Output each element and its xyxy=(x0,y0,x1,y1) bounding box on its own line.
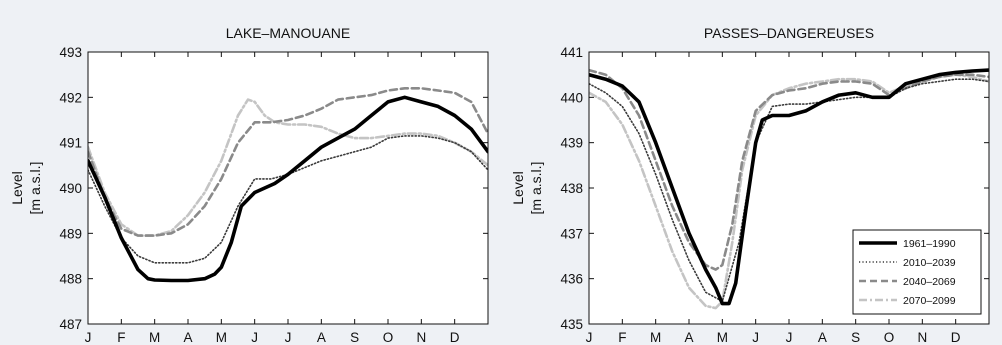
x-tick-label: N xyxy=(416,330,426,345)
legend: 1961–1990 2010–2039 2040–2069 2070–2099 xyxy=(852,229,982,315)
legend-entry: 2040–2069 xyxy=(903,276,956,288)
x-tick-label: O xyxy=(383,330,394,345)
y-tick-label: 493 xyxy=(59,45,82,60)
x-tick-label: J xyxy=(586,330,593,345)
plot-area xyxy=(88,52,488,324)
y-axis-unit-label: [m a.s.l.] xyxy=(528,162,544,215)
y-tick-label: 440 xyxy=(560,90,583,105)
x-tick-label: A xyxy=(684,330,693,345)
y-tick-label: 438 xyxy=(560,181,583,196)
x-tick-label: M xyxy=(717,330,728,345)
y-tick-label: 435 xyxy=(560,317,583,332)
x-tick-label: S xyxy=(350,330,359,345)
y-axis-label: Level xyxy=(9,171,25,204)
y-tick-label: 437 xyxy=(560,226,583,241)
y-tick-label: 491 xyxy=(59,136,82,151)
legend-entry: 2070–2099 xyxy=(903,295,956,307)
legend-entry: 2010–2039 xyxy=(903,257,956,269)
y-tick-label: 492 xyxy=(59,90,82,105)
x-tick-label: D xyxy=(450,330,460,345)
x-tick-label: J xyxy=(85,330,92,345)
chart-title: PASSES–DANGEREUSES xyxy=(704,25,874,41)
y-axis-label: Level xyxy=(510,171,526,204)
y-tick-label: 488 xyxy=(59,272,82,287)
x-tick-label: M xyxy=(216,330,227,345)
x-tick-label: A xyxy=(183,330,192,345)
y-tick-label: 489 xyxy=(59,226,82,241)
chart-title: LAKE–MANOUANE xyxy=(226,25,350,41)
y-tick-label: 490 xyxy=(59,181,82,196)
x-tick-label: J xyxy=(251,330,258,345)
x-tick-label: F xyxy=(117,330,125,345)
series-line-1961–1990 xyxy=(589,68,989,306)
y-tick-label: 439 xyxy=(560,136,583,151)
x-tick-label: J xyxy=(752,330,759,345)
y-tick-label: 441 xyxy=(560,45,583,60)
x-tick-label: O xyxy=(884,330,895,345)
series-line-1961–1990 xyxy=(88,95,488,283)
x-tick-label: J xyxy=(285,330,292,345)
x-tick-label: N xyxy=(917,330,927,345)
plot-frame xyxy=(87,51,489,325)
series-line-2040–2069 xyxy=(88,87,488,237)
y-axis-unit-label: [m a.s.l.] xyxy=(27,162,43,215)
x-tick-label: J xyxy=(786,330,793,345)
x-tick-label: A xyxy=(317,330,326,345)
x-tick-label: M xyxy=(650,330,661,345)
x-tick-label: S xyxy=(851,330,860,345)
chart-panel-2: PASSES–DANGEREUSES Level [m a.s.l.] 435 436 4… xyxy=(510,25,990,345)
y-tick-label: 436 xyxy=(560,272,583,287)
chart-panel-1: LAKE–MANOUANE Level [m a.s.l.] 487 488 489 490… xyxy=(9,25,489,345)
legend-entry: 1961–1990 xyxy=(903,238,956,250)
x-tick-label: D xyxy=(951,330,961,345)
x-tick-label: F xyxy=(618,330,626,345)
plot-frame xyxy=(588,51,990,325)
y-tick-label: 487 xyxy=(59,317,82,332)
x-tick-label: A xyxy=(818,330,827,345)
series-line-2010–2039 xyxy=(589,78,989,303)
x-tick-label: M xyxy=(149,330,160,345)
series-line-2040–2069 xyxy=(589,68,989,271)
